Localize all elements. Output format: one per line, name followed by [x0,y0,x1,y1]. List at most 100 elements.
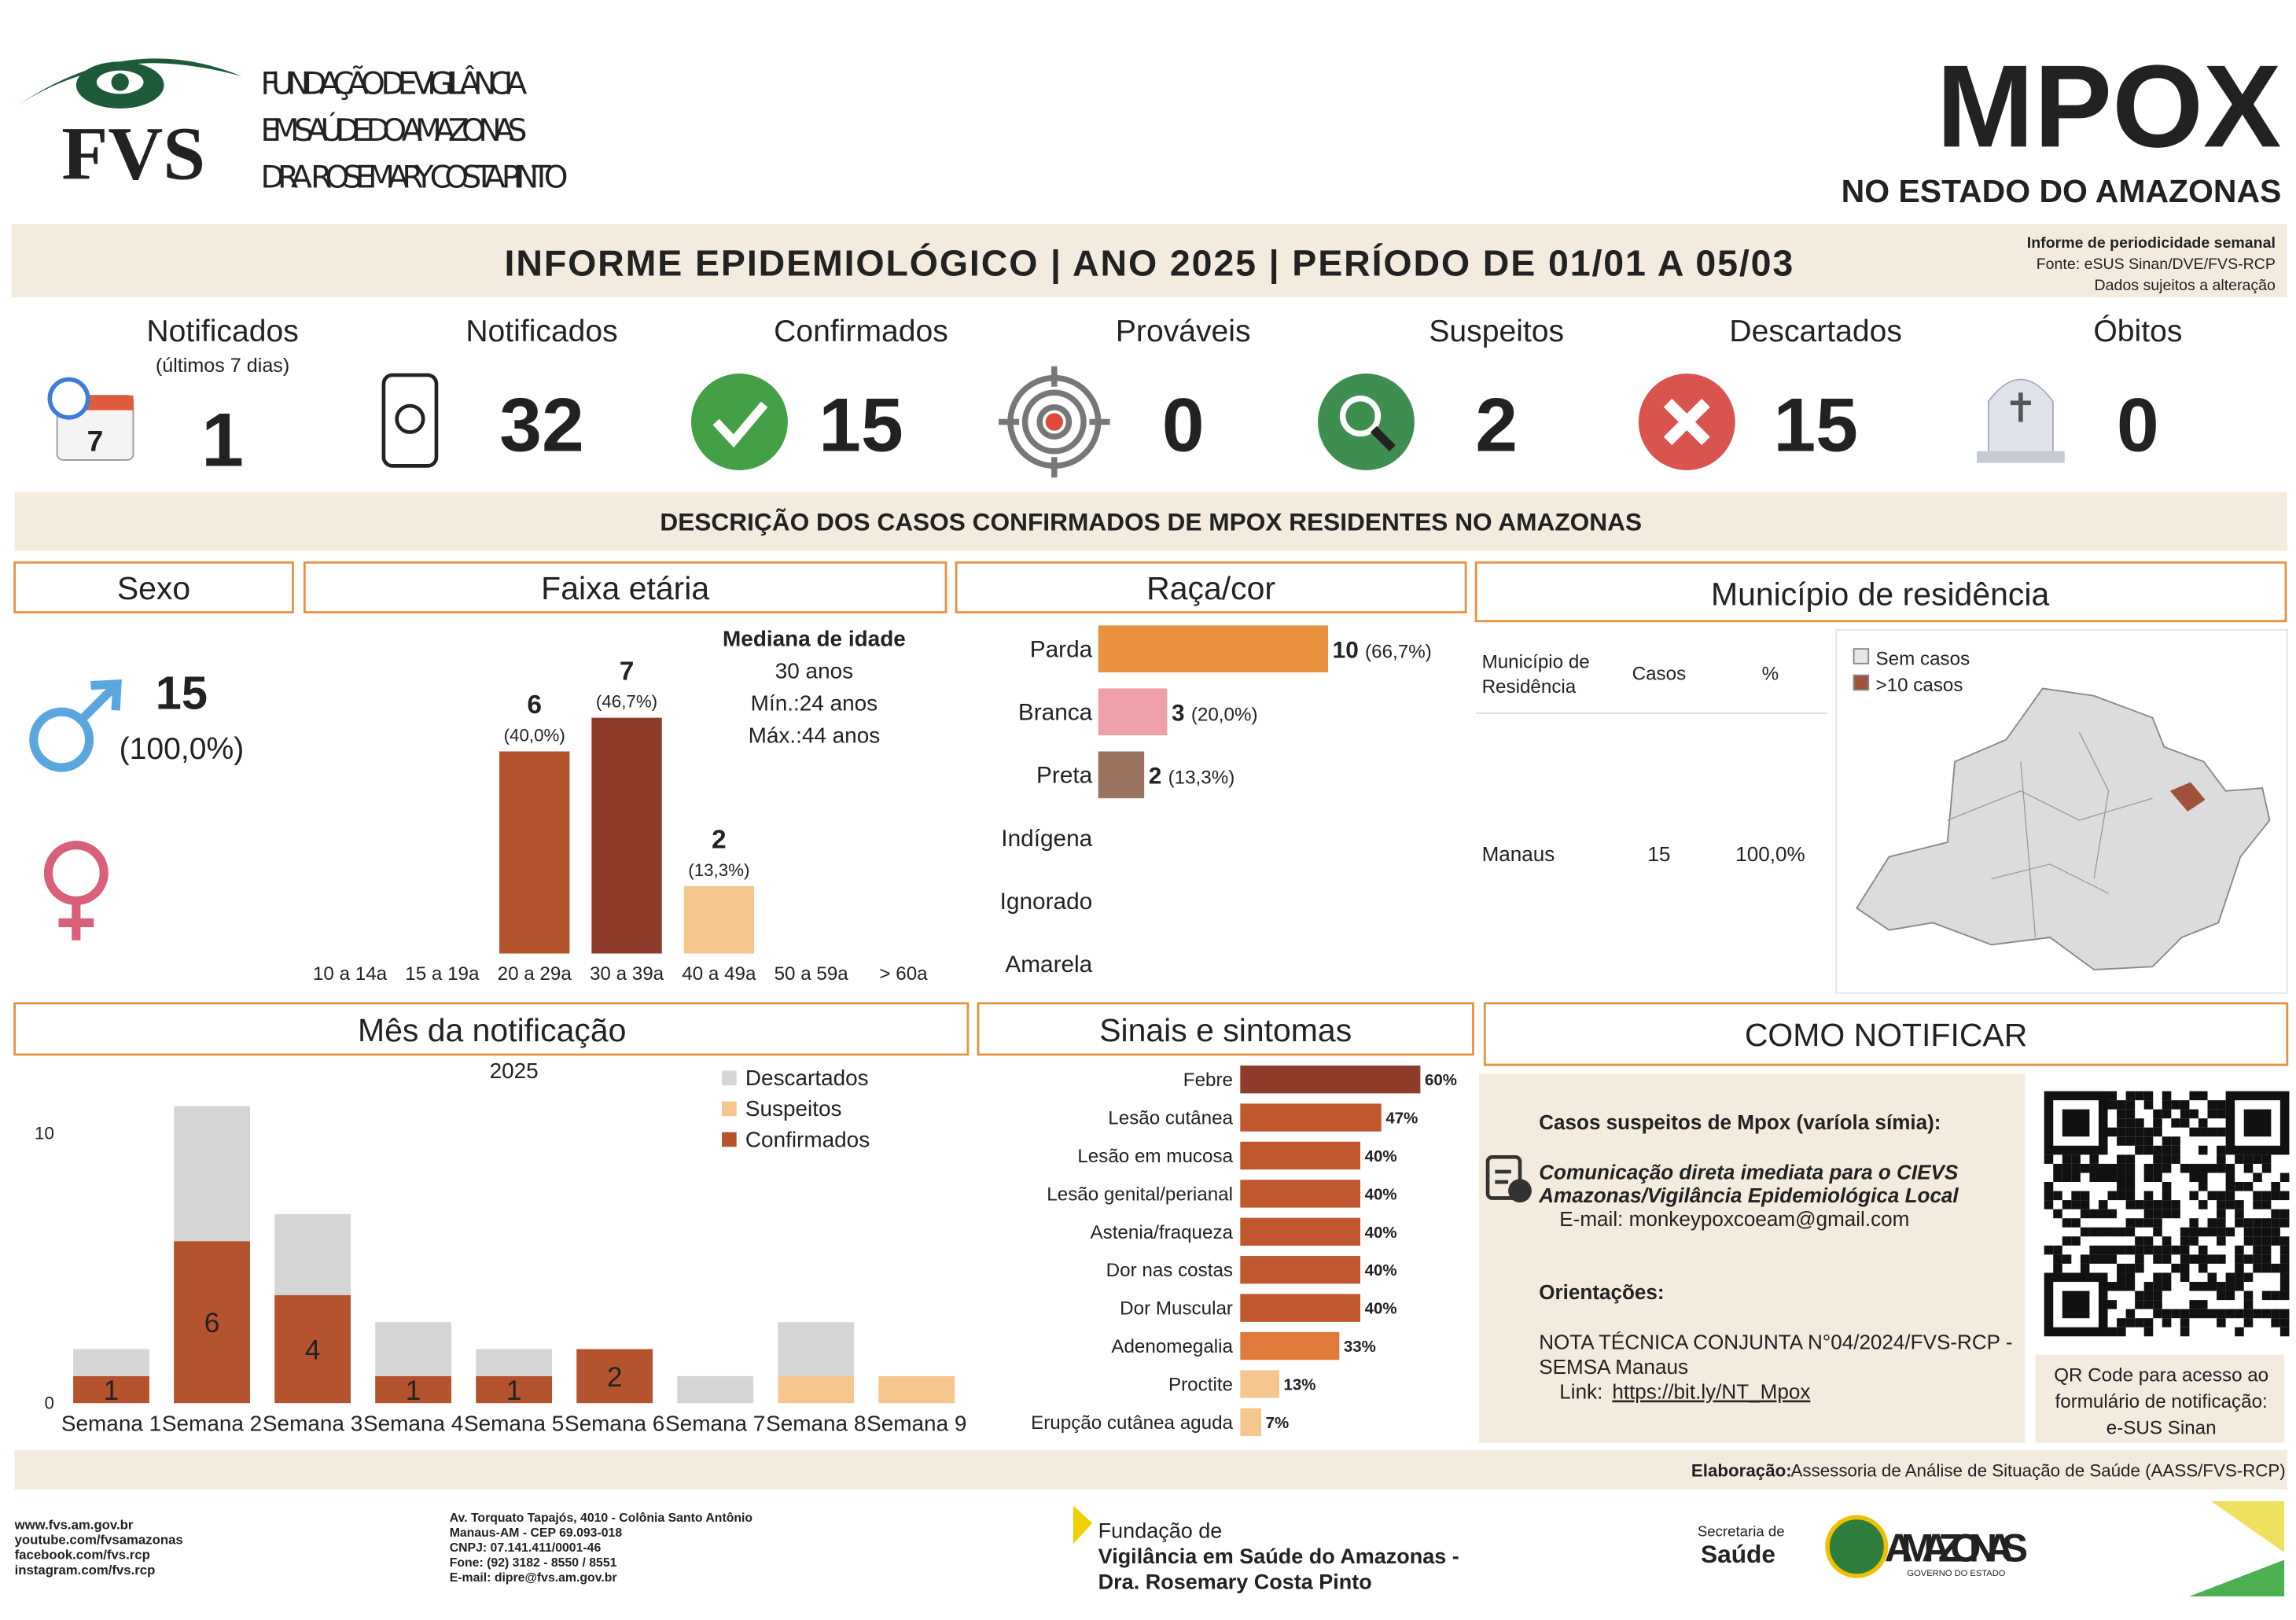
qr-module [2225,1191,2235,1201]
qr-module [2053,1245,2062,1255]
qr-module [2217,1109,2226,1119]
governo: GOVERNO DO ESTADO [1907,1569,2005,1578]
qr-module [2135,1290,2144,1301]
link[interactable]: https://bit.ly/NT_Mpox [1612,1380,1810,1404]
qr-module [2279,1290,2290,1301]
corner-yellow [2210,1500,2285,1553]
qr-module [2080,1263,2090,1273]
qr-module [2243,1154,2254,1164]
legend-swatch [722,1070,737,1086]
qr-module [2143,1209,2154,1219]
qr-module [2198,1173,2208,1183]
qr-module [2243,1236,2254,1246]
search-circle [1318,374,1415,470]
qr-module [2125,1118,2136,1128]
bar-segment [174,1106,250,1242]
bar [1240,1103,1382,1132]
table-cell: Manaus [1482,842,1555,866]
qr-module [2198,1182,2208,1191]
percent-label: (20,0%) [1191,704,1258,725]
qr-module [2217,1209,2226,1219]
bar-segment [576,1349,653,1404]
y-tick-label: Branca [1018,700,1093,726]
qr-module [2153,1173,2162,1183]
qr-module [2143,1145,2154,1155]
kpi-label: Descartados [1729,315,1901,348]
qr-module [2261,1290,2272,1301]
percent-label: (40,0%) [504,725,565,745]
value-label: 40% [1365,1224,1397,1242]
qr-module [2189,1191,2198,1201]
qr-module [2162,1309,2172,1319]
qr-module [2089,1154,2099,1164]
banner-title: INFORME EPIDEMIOLÓGICO | ANO 2025 | PERÍ… [505,242,1795,283]
qr-module [2153,1254,2162,1264]
qr-module [2153,1209,2162,1219]
qr-module [2261,1227,2272,1237]
qr-module [2271,1227,2280,1237]
x-tick-label: Semana 4 [363,1412,463,1436]
panel-title: Sexo [117,570,190,606]
percent-label: (13,3%) [688,860,749,880]
notify-bg [1478,1073,2026,1443]
qr-module [2162,1100,2172,1110]
bell [395,403,425,434]
qr-module [2125,1163,2136,1173]
bar-segment [174,1241,250,1404]
legend-swatch [1853,674,1870,691]
qr-module [2225,1309,2235,1319]
kpi-value: 15 [1773,382,1858,468]
qr-module [2107,1173,2118,1183]
legend-label: Descartados [745,1066,869,1090]
qr-module [2089,1163,2099,1173]
map-manaus [2169,782,2206,812]
qr-module [2125,1245,2136,1255]
qr-module [2153,1227,2162,1237]
qr-module [2153,1109,2162,1119]
qr-module [2153,1290,2162,1301]
bar [1240,1217,1361,1246]
corner-green [2189,1559,2285,1597]
qr-module [2261,1163,2272,1173]
qr-module [2125,1127,2136,1137]
qr-module [2143,1290,2154,1301]
qr-module [2271,1318,2280,1327]
qr-module [2162,1200,2172,1209]
qr-module [2217,1163,2226,1173]
qr-module [2135,1318,2144,1327]
qr-module [2207,1272,2217,1283]
qr-module [2217,1227,2226,1237]
qr-module [2243,1318,2254,1327]
qr-module [2243,1290,2254,1301]
qr-module [2217,1309,2226,1319]
secretaria: Saúde [1701,1540,1775,1568]
qr-module [2235,1209,2244,1219]
value-number: 3 [1172,700,1185,726]
qr-finder [2044,1091,2108,1155]
kpi-value: 2 [1475,382,1518,468]
legend-label: Confirmados [745,1127,870,1151]
address: Fone: (92) 3182 - 8550 / 8551 [450,1556,617,1570]
qr-module [2207,1109,2217,1119]
qr-module [2217,1200,2226,1209]
bar [1240,1370,1279,1398]
qr-module [2107,1227,2118,1237]
qr-module [2180,1245,2190,1255]
panel-header [1483,1002,2289,1066]
qr-module [2253,1154,2262,1164]
qr-module [2062,1218,2072,1228]
qr-module [2235,1182,2244,1191]
notify-email: E-mail: monkeypoxcoeam@gmail.com [1559,1207,1909,1231]
kpi-label: Prováveis [1116,315,1251,348]
value-label: 10 (66,7%) [1333,637,1432,663]
x-tick-label: 20 a 29a [498,963,572,985]
org-line: FUNDAÇÃO DE VIGILÂNCIA [260,64,527,101]
qr-module [2217,1100,2226,1110]
x-tick-label: 15 a 19a [405,963,480,985]
kpi-label: Notificados [146,315,298,348]
org-line: DRA. ROSEMARY COSTA PINTO [260,160,568,196]
qr-module [2180,1163,2190,1173]
qr-module [2180,1263,2190,1273]
qr-module [2062,1163,2072,1173]
